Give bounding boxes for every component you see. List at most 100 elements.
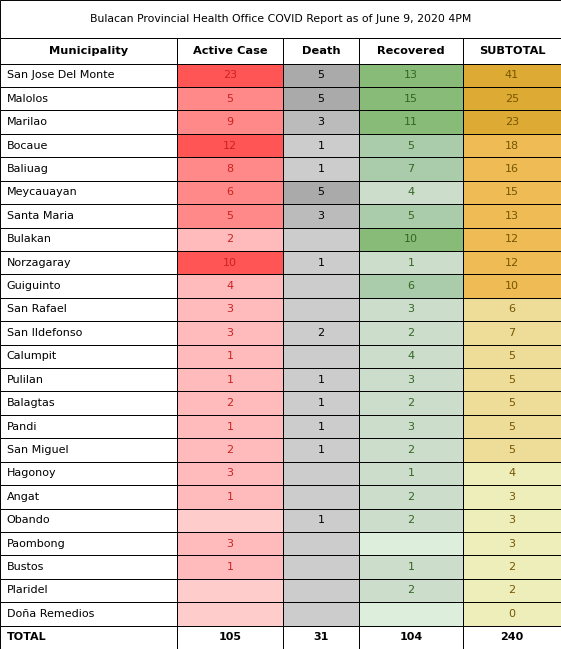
Bar — [177, 180, 283, 204]
Text: 5: 5 — [508, 445, 516, 455]
Text: 3: 3 — [508, 539, 516, 548]
Text: 13: 13 — [505, 211, 519, 221]
Text: 3: 3 — [227, 539, 233, 548]
Bar — [359, 626, 463, 649]
Text: 18: 18 — [505, 141, 519, 151]
Bar — [283, 626, 359, 649]
Bar — [283, 579, 359, 602]
Bar — [177, 321, 283, 345]
Text: 1: 1 — [227, 351, 233, 361]
Text: Death: Death — [302, 45, 341, 56]
Text: 2: 2 — [407, 515, 415, 525]
Text: 5: 5 — [227, 211, 233, 221]
Text: 2: 2 — [407, 398, 415, 408]
Text: 3: 3 — [227, 304, 233, 315]
Text: 12: 12 — [505, 234, 519, 244]
Text: Bocaue: Bocaue — [7, 141, 48, 151]
Text: 5: 5 — [508, 351, 516, 361]
Bar — [0, 626, 177, 649]
Text: Marilao: Marilao — [7, 117, 48, 127]
Text: 2: 2 — [508, 585, 516, 596]
Text: 2: 2 — [508, 562, 516, 572]
Text: 1: 1 — [318, 515, 325, 525]
Text: 5: 5 — [318, 93, 325, 104]
Bar — [359, 461, 463, 485]
Bar — [0, 110, 177, 134]
Text: 1: 1 — [318, 374, 325, 385]
Text: Bustos: Bustos — [7, 562, 44, 572]
Bar — [359, 251, 463, 275]
Text: 3: 3 — [407, 304, 415, 315]
Bar — [177, 415, 283, 438]
Text: Balagtas: Balagtas — [7, 398, 56, 408]
Bar — [283, 134, 359, 157]
Bar — [177, 298, 283, 321]
Bar — [177, 110, 283, 134]
Text: 6: 6 — [407, 281, 415, 291]
Text: 5: 5 — [508, 374, 516, 385]
Text: 2: 2 — [227, 445, 233, 455]
Bar — [463, 438, 561, 461]
Bar — [177, 579, 283, 602]
Bar — [359, 509, 463, 532]
Bar — [359, 485, 463, 509]
Text: 2: 2 — [407, 445, 415, 455]
Text: TOTAL: TOTAL — [7, 632, 47, 643]
Bar — [0, 298, 177, 321]
Text: Recovered: Recovered — [377, 45, 445, 56]
Bar — [0, 228, 177, 251]
Text: 2: 2 — [407, 328, 415, 338]
Text: 6: 6 — [508, 304, 516, 315]
Bar — [177, 556, 283, 579]
Bar — [283, 509, 359, 532]
Bar — [283, 321, 359, 345]
Bar — [283, 228, 359, 251]
Bar — [177, 87, 283, 110]
Text: 4: 4 — [407, 188, 415, 197]
Text: 3: 3 — [407, 374, 415, 385]
Bar — [0, 180, 177, 204]
Bar — [177, 509, 283, 532]
Bar — [283, 461, 359, 485]
Text: 1: 1 — [318, 164, 325, 174]
Text: 3: 3 — [227, 328, 233, 338]
Text: 1: 1 — [318, 258, 325, 267]
Bar — [463, 204, 561, 228]
Bar — [0, 87, 177, 110]
Text: 105: 105 — [219, 632, 241, 643]
Text: Pulilan: Pulilan — [7, 374, 44, 385]
Text: 1: 1 — [407, 562, 415, 572]
Bar — [177, 251, 283, 275]
Bar — [0, 602, 177, 626]
Bar — [463, 391, 561, 415]
Bar — [463, 509, 561, 532]
Text: 12: 12 — [223, 141, 237, 151]
Text: Pandi: Pandi — [7, 422, 37, 432]
Bar — [359, 391, 463, 415]
Bar — [177, 204, 283, 228]
Bar — [283, 532, 359, 556]
Bar — [177, 134, 283, 157]
Text: 10: 10 — [404, 234, 418, 244]
Bar — [359, 87, 463, 110]
Bar — [283, 38, 359, 64]
Bar — [463, 368, 561, 391]
Bar — [359, 180, 463, 204]
Bar — [359, 134, 463, 157]
Text: Municipality: Municipality — [49, 45, 128, 56]
Bar — [177, 485, 283, 509]
Text: 15: 15 — [404, 93, 418, 104]
Bar — [463, 64, 561, 87]
Bar — [359, 556, 463, 579]
Bar — [283, 204, 359, 228]
Bar — [283, 368, 359, 391]
Text: 31: 31 — [314, 632, 329, 643]
Bar — [359, 438, 463, 461]
Bar — [463, 556, 561, 579]
Bar — [283, 485, 359, 509]
Bar — [359, 204, 463, 228]
Text: Meycauayan: Meycauayan — [7, 188, 77, 197]
Bar — [359, 298, 463, 321]
Bar — [0, 345, 177, 368]
Text: 7: 7 — [407, 164, 415, 174]
